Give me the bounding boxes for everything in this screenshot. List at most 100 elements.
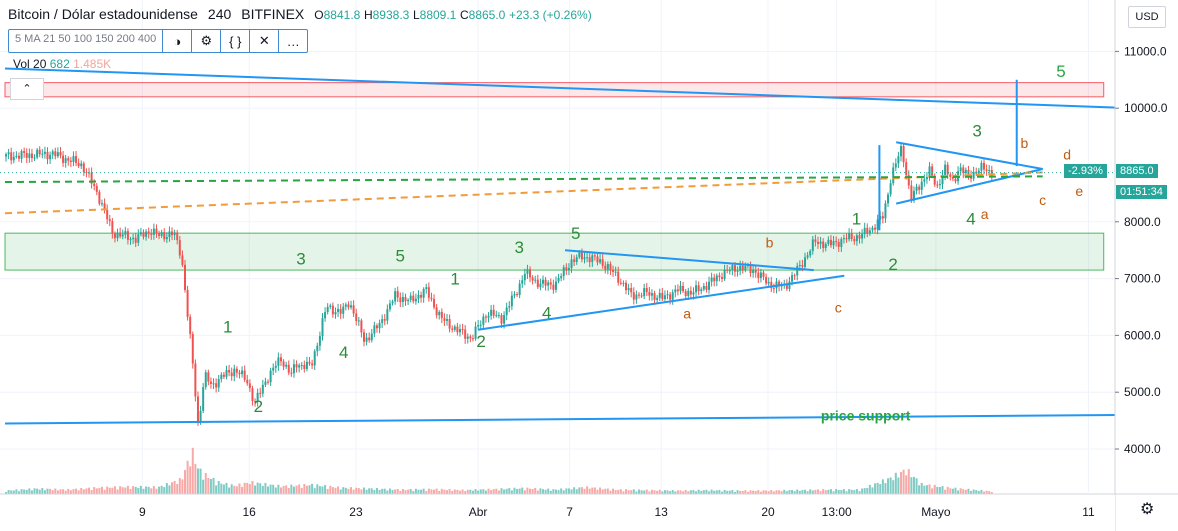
volume-bar	[715, 490, 718, 495]
time-tick-label: 13	[655, 505, 669, 519]
candle-body	[41, 153, 44, 155]
trendline	[4, 67, 1135, 110]
collapse-legend-button[interactable]: ⌃	[10, 78, 44, 100]
volume-bar	[196, 468, 199, 495]
volume-bar	[425, 491, 428, 495]
candle-body	[762, 272, 765, 277]
candle-body	[700, 289, 703, 292]
close-icon[interactable]: ✕	[250, 30, 280, 52]
candle-body	[715, 275, 718, 282]
volume-bar	[848, 489, 851, 495]
volume-bar	[824, 490, 827, 495]
candle-body	[88, 172, 91, 174]
volume-bar	[531, 488, 534, 495]
volume-bar	[505, 488, 508, 495]
candle-body	[936, 184, 939, 186]
wave-label: d	[1063, 146, 1071, 162]
candle-body	[378, 322, 381, 329]
volume-bar	[775, 490, 778, 495]
candle-body	[739, 265, 742, 271]
wave-label: a	[683, 305, 691, 321]
volume-bar	[477, 490, 480, 495]
volume-legend[interactable]: Vol 20 682 1.485K	[13, 57, 111, 71]
candle-body	[928, 166, 931, 178]
candle-body	[899, 146, 902, 157]
volume-bar	[894, 472, 897, 495]
volume-bar	[49, 488, 52, 495]
candle-body	[788, 281, 791, 289]
currency-button[interactable]: USD	[1128, 6, 1166, 28]
volume-bar	[344, 487, 347, 495]
interval-label[interactable]: 240	[207, 6, 232, 22]
volume-bar	[285, 485, 288, 495]
volume-bar	[43, 490, 46, 495]
countdown-value: 01:51:34	[1120, 186, 1163, 198]
volume-bar	[433, 489, 436, 495]
ohlc-high-value: 8938.3	[372, 8, 410, 22]
volume-bar	[879, 484, 882, 495]
candle-body	[381, 319, 384, 323]
trendline	[564, 249, 814, 272]
candle-body	[329, 305, 332, 307]
candle-body	[733, 265, 736, 272]
volume-bar	[614, 490, 617, 495]
volume-bar	[967, 488, 970, 495]
volume-bar	[466, 489, 469, 495]
price-tick-label: 4000.0	[1124, 442, 1161, 456]
time-tick-label: 7	[566, 505, 573, 519]
wave-label: e	[1075, 183, 1083, 199]
gear-icon[interactable]: ⚙	[1140, 501, 1155, 518]
candle-body	[98, 191, 101, 204]
candle-body	[425, 287, 428, 290]
candle-body	[132, 237, 135, 240]
volume-bar	[62, 489, 65, 495]
candle-body	[357, 320, 360, 322]
candle-body	[804, 257, 807, 267]
candle-body	[246, 379, 249, 384]
price-tick-label: 11000.0	[1124, 44, 1167, 58]
candle-body	[23, 151, 26, 153]
wave-label: 3	[515, 238, 524, 257]
volume-bar	[251, 481, 254, 495]
time-tick-label: Mayo	[921, 505, 951, 519]
more-icon[interactable]: …	[286, 33, 300, 49]
gear-icon[interactable]: ⚙	[192, 30, 222, 52]
ma-indicator-label[interactable]: 5 MA 21 50 100 150 200 400	[9, 30, 164, 52]
volume-bar	[726, 490, 729, 495]
candle-body	[165, 237, 168, 240]
volume-bar	[741, 490, 744, 495]
candle-body	[282, 361, 285, 367]
volume-bar	[650, 489, 653, 495]
volume-bar	[804, 489, 807, 495]
volume-bar	[508, 488, 511, 495]
candle-body	[267, 381, 270, 383]
volume-bar	[173, 480, 176, 495]
volume-bar	[189, 466, 192, 495]
volume-value: 682	[49, 57, 70, 71]
eye-off-icon[interactable]: ◑	[163, 30, 193, 52]
volume-bar	[95, 488, 98, 495]
candle-body	[396, 291, 399, 298]
candle-body	[49, 154, 52, 160]
volume-bar	[728, 490, 731, 495]
volume-bar	[637, 489, 640, 495]
candle-body	[347, 304, 350, 308]
volume-bar	[111, 487, 114, 495]
volume-bar	[544, 489, 547, 495]
candle-body	[619, 282, 622, 284]
symbol-title[interactable]: Bitcoin / Dólar estadounidense	[8, 6, 198, 22]
volume-bar	[754, 491, 757, 495]
volume-bar	[67, 488, 70, 495]
volume-bar	[471, 490, 474, 495]
candle-body	[692, 292, 695, 295]
volume-bar	[28, 488, 31, 495]
candle-body	[160, 232, 163, 236]
candle-body	[438, 311, 441, 316]
braces-icon[interactable]: { }	[221, 30, 251, 52]
candle-body	[113, 233, 116, 239]
time-axis-panel	[0, 494, 1115, 531]
volume-bar	[905, 475, 908, 495]
candle-body	[752, 270, 755, 274]
volume-bar	[565, 488, 568, 495]
